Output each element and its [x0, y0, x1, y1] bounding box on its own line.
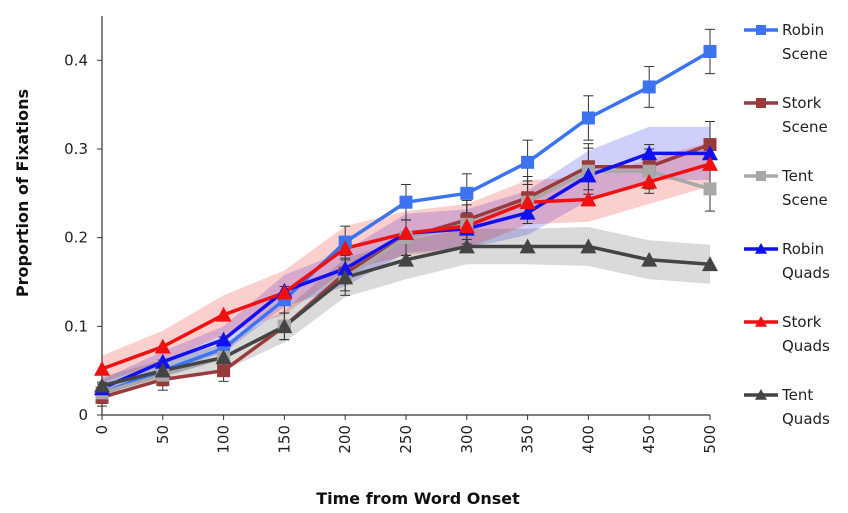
stork-scene-point — [703, 138, 717, 152]
y-axis-title: Proportion of Fixations — [13, 89, 32, 297]
robin-quads-point — [215, 331, 232, 347]
tent-quads-point — [702, 256, 718, 272]
stork-quads-point — [519, 194, 536, 209]
robin-scene-legend-label: Robin — [782, 21, 824, 39]
x-tick-label: 100 — [215, 425, 233, 454]
robin-quads-point — [519, 204, 536, 220]
tent-scene-legend-label: Tent — [781, 167, 813, 185]
stork-quads-point — [276, 284, 293, 300]
x-tick-label: 400 — [579, 425, 597, 454]
robin-scene-point — [703, 44, 717, 58]
tent-scene-legend-label: Scene — [782, 191, 828, 209]
tent-quads-point — [398, 251, 414, 267]
stork-quads-point — [641, 173, 658, 189]
y-tick-label: 0.1 — [64, 317, 88, 335]
y-tick-label: 0.3 — [64, 140, 88, 158]
robin-quads-legend-marker — [755, 243, 767, 254]
tent-scene-point — [703, 182, 717, 196]
robin-quads-legend-label: Quads — [782, 264, 830, 282]
tent-quads-point — [154, 362, 171, 378]
robin-scene-point — [581, 111, 595, 125]
x-tick-label: 300 — [458, 425, 476, 454]
robin-scene-legend-marker — [756, 25, 766, 35]
x-tick-label: 200 — [336, 425, 354, 454]
y-tick-label: 0 — [78, 406, 88, 424]
robin-quads-point — [337, 260, 354, 276]
robin-scene-point — [642, 80, 656, 94]
stork-scene-legend-marker — [756, 98, 766, 108]
stork-quads-point — [215, 306, 232, 322]
stork-quads-point — [94, 360, 110, 376]
robin-quads-legend-label: Robin — [782, 240, 824, 258]
robin-scene-legend-label: Scene — [782, 45, 828, 63]
tent-quads-legend-label: Quads — [782, 410, 830, 428]
robin-quads-point — [641, 145, 658, 161]
tent-quads-point — [641, 251, 658, 267]
x-tick-label: 0 — [93, 425, 111, 435]
tick-labels: 0 0.1 0.2 0.3 0.4 0 50 100 150 200 250 300 350 400 450… — [64, 51, 719, 453]
tent-quads-point — [94, 377, 110, 393]
stork-quads-point — [337, 240, 354, 256]
tent-quads-point — [215, 349, 232, 365]
tent-quads-band — [102, 227, 710, 395]
x-tick-label: 50 — [154, 425, 172, 444]
tent-quads-legend-marker — [755, 389, 767, 400]
tent-quads-point — [458, 238, 475, 254]
robin-quads-point — [702, 145, 718, 161]
y-tick-label: 0.2 — [64, 229, 88, 247]
stork-quads-point — [702, 156, 718, 171]
robin-quads-point — [580, 167, 597, 183]
series-markers — [94, 44, 718, 404]
tent-quads-legend-label: Tent — [781, 386, 813, 404]
tent-quads-point — [276, 318, 293, 334]
stork-scene-legend-label: Stork — [782, 94, 822, 112]
robin-scene-point — [521, 155, 535, 169]
x-tick-label: 350 — [519, 425, 537, 454]
legend: Robin Scene Stork Scene Tent Scene Robin Quads S… — [744, 21, 830, 428]
x-axis-title: Time from Word Onset — [316, 489, 520, 508]
stork-scene-point — [217, 364, 231, 378]
stork-quads-point — [154, 338, 171, 354]
stork-quads-point — [458, 218, 475, 233]
tent-scene-legend-marker — [756, 171, 766, 181]
y-tick-label: 0.4 — [64, 51, 88, 69]
stork-quads-point — [580, 191, 597, 207]
tent-quads-point — [337, 269, 354, 285]
x-tick-label: 500 — [701, 425, 719, 454]
tent-quads-point — [519, 238, 536, 254]
stork-quads-legend-marker — [755, 316, 767, 327]
tent-scene-point — [642, 164, 656, 178]
robin-quads-point — [154, 353, 171, 369]
x-tick-label: 150 — [275, 425, 293, 454]
stork-quads-legend-label: Quads — [782, 337, 830, 355]
stork-quads-point — [398, 225, 414, 241]
robin-scene-point — [460, 186, 474, 200]
stork-scene-legend-label: Scene — [782, 118, 828, 136]
x-tick-label: 250 — [397, 425, 415, 454]
stork-quads-legend-label: Stork — [782, 313, 822, 331]
tent-quads-point — [580, 238, 597, 254]
x-tick-label: 450 — [640, 425, 658, 454]
robin-scene-point — [399, 195, 413, 209]
